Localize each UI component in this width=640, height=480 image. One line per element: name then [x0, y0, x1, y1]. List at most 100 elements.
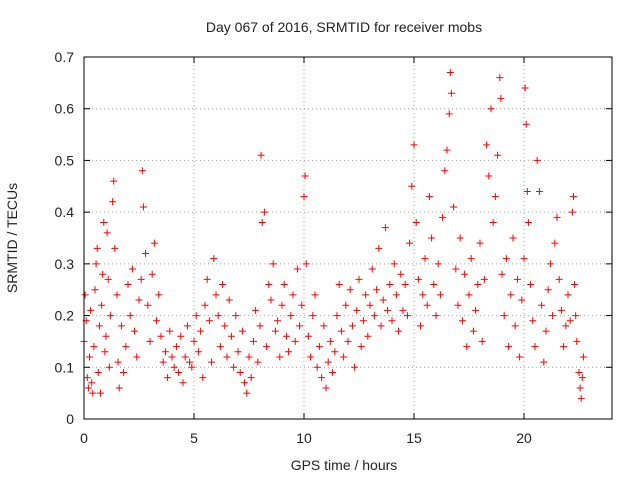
- data-point: [331, 348, 339, 356]
- data-point: [131, 327, 139, 335]
- data-point: [329, 368, 337, 376]
- data-point: [465, 291, 473, 299]
- data-point: [289, 291, 297, 299]
- data-point: [227, 332, 235, 340]
- data-point: [375, 244, 383, 252]
- data-point: [109, 198, 117, 206]
- data-point: [175, 368, 183, 376]
- data-point: [258, 218, 266, 226]
- data-point: [90, 343, 98, 351]
- data-point: [535, 187, 543, 195]
- data-point: [94, 368, 102, 376]
- data-point: [491, 193, 499, 201]
- data-point: [570, 193, 577, 201]
- data-point: [302, 260, 310, 268]
- data-point: [421, 255, 429, 263]
- data-point: [309, 312, 317, 320]
- data-point: [458, 317, 466, 325]
- data-point: [263, 343, 271, 351]
- data-point: [487, 105, 495, 113]
- data-point: [135, 296, 143, 304]
- data-point: [368, 265, 376, 273]
- data-point: [538, 301, 546, 309]
- data-point: [236, 368, 244, 376]
- data-point: [384, 306, 392, 314]
- data-point: [300, 193, 308, 201]
- data-point: [392, 291, 400, 299]
- data-point: [203, 275, 211, 283]
- data-point: [201, 301, 209, 309]
- data-point: [322, 384, 330, 392]
- data-point: [450, 203, 458, 211]
- data-point: [551, 239, 559, 247]
- data-point: [230, 363, 238, 371]
- data-point: [318, 374, 326, 382]
- data-point: [446, 69, 454, 77]
- data-point: [412, 218, 420, 226]
- data-point: [469, 327, 477, 335]
- data-point: [197, 327, 205, 335]
- data-point: [573, 337, 581, 345]
- data-point: [92, 260, 100, 268]
- data-point: [362, 291, 370, 299]
- data-point: [430, 281, 438, 289]
- data-point: [571, 281, 579, 289]
- data-point: [366, 301, 374, 309]
- data-point: [89, 389, 97, 397]
- data-point: [146, 337, 154, 345]
- data-point: [566, 317, 574, 325]
- data-point: [472, 306, 480, 314]
- data-point: [425, 193, 433, 201]
- data-point: [111, 244, 119, 252]
- data-point: [381, 224, 389, 232]
- data-point: [443, 146, 451, 154]
- data-point: [122, 343, 130, 351]
- x-tick-labels: 0 5 10 15 20: [80, 430, 532, 446]
- data-point: [245, 353, 253, 361]
- data-point: [219, 281, 227, 289]
- grid-lines: [84, 57, 612, 419]
- data-point: [516, 353, 524, 361]
- data-point: [436, 291, 444, 299]
- data-point: [324, 358, 332, 366]
- data-point: [373, 286, 381, 294]
- data-point: [403, 312, 411, 320]
- data-point: [192, 312, 200, 320]
- data-point: [81, 291, 89, 299]
- data-point: [417, 322, 425, 330]
- data-point: [150, 239, 158, 247]
- data-point: [509, 234, 517, 242]
- data-point: [84, 384, 92, 392]
- data-point: [511, 322, 519, 330]
- data-point: [555, 275, 563, 283]
- data-point: [419, 291, 427, 299]
- data-point: [390, 260, 398, 268]
- data-point: [335, 281, 343, 289]
- data-point: [221, 322, 229, 330]
- data-point: [124, 281, 132, 289]
- data-point: [578, 374, 586, 382]
- data-point: [214, 312, 222, 320]
- x-tick-label: 15: [406, 430, 422, 446]
- data-point: [254, 358, 262, 366]
- data-point: [267, 296, 275, 304]
- data-point: [307, 353, 315, 361]
- y-tick-labels: 0 0.1 0.2 0.3 0.4 0.5 0.6 0.7: [55, 49, 75, 427]
- data-point: [480, 275, 488, 283]
- data-point: [474, 281, 482, 289]
- data-point: [285, 348, 293, 356]
- data-point: [102, 332, 110, 340]
- data-point: [93, 244, 101, 252]
- data-point: [126, 312, 134, 320]
- data-point: [110, 177, 118, 185]
- data-point: [408, 182, 416, 190]
- data-point: [100, 218, 108, 226]
- x-tick-label: 0: [80, 430, 88, 446]
- data-point: [210, 255, 218, 263]
- data-point: [172, 343, 180, 351]
- data-point: [105, 363, 113, 371]
- data-point: [502, 255, 510, 263]
- data-point: [280, 281, 288, 289]
- data-point: [557, 306, 565, 314]
